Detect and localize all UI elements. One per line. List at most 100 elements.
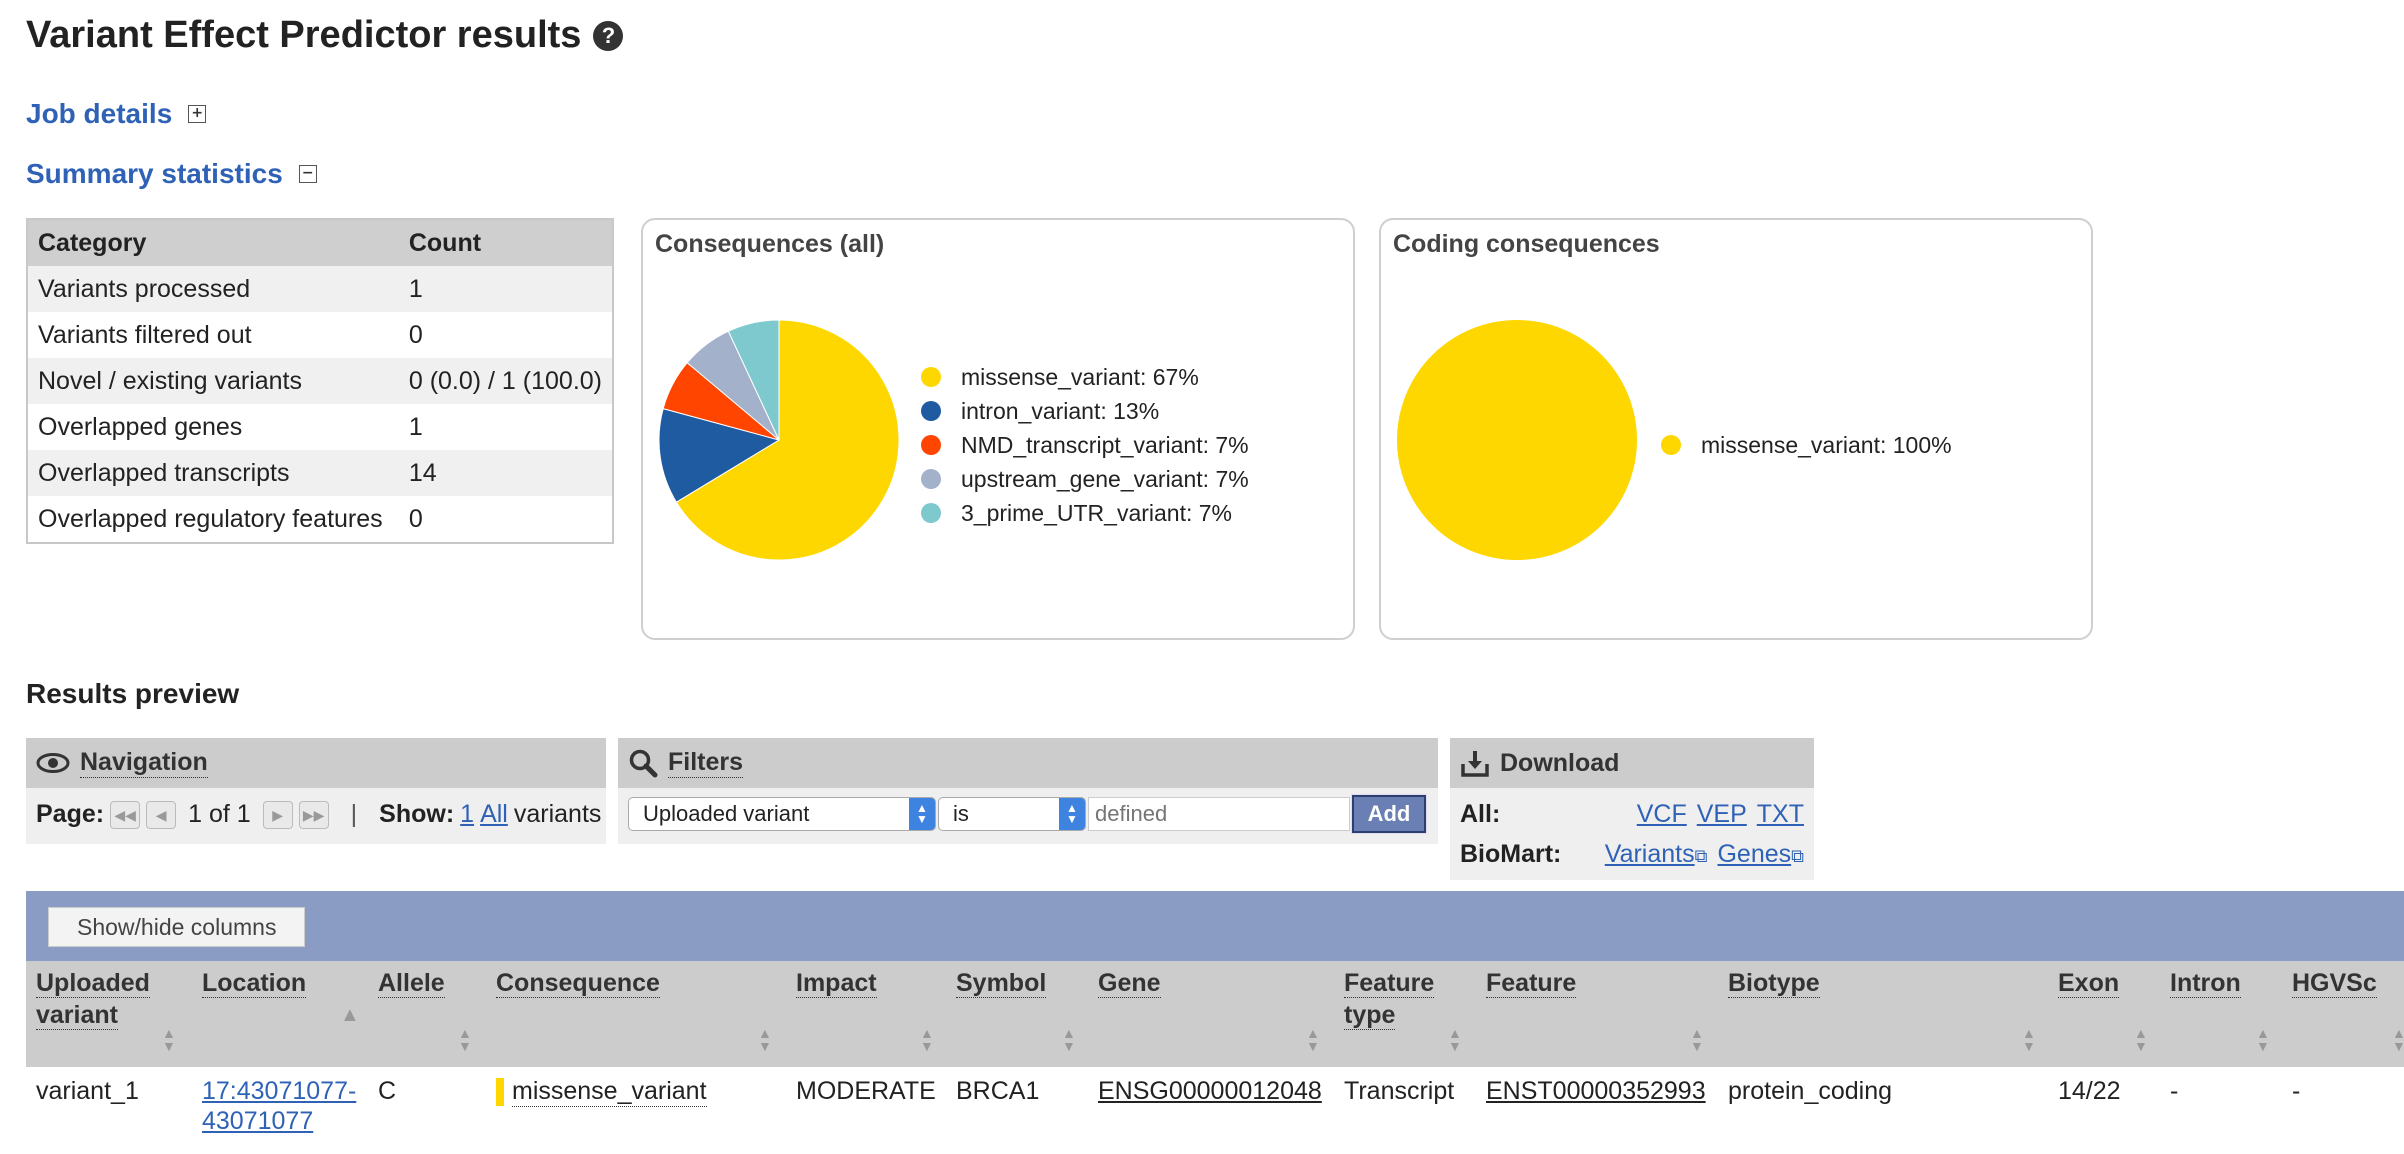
job-details-label[interactable]: Job details [26,98,173,129]
sort-icon[interactable]: ▲ ▼ [2256,1025,2270,1054]
table-row: Variants processed 1 [27,266,613,312]
summary-statistics-toggle[interactable]: Summary statistics − [26,158,317,190]
pie-slice-3-prime-utr-variant[interactable] [727,319,780,441]
col-allele[interactable]: Allele [378,969,445,998]
filter-value-input[interactable] [1088,797,1350,831]
cell-location-link[interactable]: 17:43071077- 43071077 [202,1077,357,1135]
cell-gene-link[interactable]: ENSG00000012048 [1098,1077,1322,1105]
prev-page-icon[interactable]: ◀ [146,800,177,829]
sort-icon[interactable]: ▲ ▼ [920,1025,934,1054]
sort-icon[interactable]: ▲ ▼ [162,1025,176,1054]
coding-consequences-panel: Coding consequences missense_variant: 10… [1379,218,2093,640]
col-exon[interactable]: Exon [2058,969,2120,998]
consequences-all-panel: Consequences (all) missense_variant: 67%… [641,218,1355,640]
navigation-title[interactable]: Navigation [80,748,208,778]
biomart-variants-link[interactable]: Variants⧉ [1604,840,1708,868]
count-cell: 14 [398,450,613,496]
col-impact[interactable]: Impact [796,969,877,998]
download-formats: VCF VEP TXT [1637,800,1804,829]
sort-icon[interactable]: ▲ ▼ [1448,1025,1462,1054]
vep-link[interactable]: VEP [1696,800,1747,828]
chart-title: Consequences (all) [655,230,885,258]
cell-feature-link[interactable]: ENST00000352993 [1486,1077,1706,1105]
results-preview-title: Results preview [26,678,240,709]
sort-icon[interactable]: ▲ ▼ [1306,1025,1320,1054]
col-symbol[interactable]: Symbol [956,969,1047,998]
show-all-link[interactable]: All [480,800,508,828]
legend-label: 3_prime_UTR_variant: 7% [961,499,1233,526]
legend-item: upstream_gene_variant: 7% [921,462,1249,496]
chart-legend: missense_variant: 67% intron_variant: 13… [921,360,1249,530]
col-gene[interactable]: Gene [1098,969,1161,998]
count-cell: 1 [398,266,613,312]
sort-icon[interactable]: ▲ ▼ [1062,1025,1076,1054]
sort-icon[interactable]: ▲ ▼ [2022,1025,2036,1054]
legend-dot-icon [921,435,941,455]
show-one-link[interactable]: 1 [460,800,475,828]
sort-icon[interactable]: ▲ ▼ [758,1025,772,1054]
sort-icon[interactable]: ▲ ▼ [458,1025,472,1054]
legend-label: upstream_gene_variant: 7% [961,465,1249,492]
filters-title[interactable]: Filters [668,748,744,778]
col-consequence[interactable]: Consequence [496,969,660,998]
legend-dot-icon [921,401,941,421]
select-arrows-icon: ▲ ▼ [909,798,935,830]
consequences-pie-chart [658,319,900,561]
count-header: Count [398,219,613,266]
col-uploaded-variant[interactable]: Uploaded variant [36,969,150,1030]
cell-feature-type: Transcript [1344,1077,1455,1105]
job-details-toggle[interactable]: Job details + [26,98,207,130]
pie-slice-missense-variant[interactable] [1397,320,1637,560]
add-filter-button[interactable]: Add [1351,794,1427,834]
table-row: Overlapped regulatory features 0 [27,496,613,543]
filters-panel: Filters Uploaded variant ▲▼ is ▲▼ Add [618,738,1438,844]
legend-item: NMD_transcript_variant: 7% [921,428,1249,462]
col-intron[interactable]: Intron [2170,969,2241,998]
col-hgvsc[interactable]: HGVSc [2292,969,2377,998]
sort-icon[interactable]: ▲ ▼ [1690,1025,1704,1054]
page-label: Page: [36,800,105,828]
show-hide-columns-button[interactable]: Show/hide columns [48,907,306,947]
count-cell: 0 (0.0) / 1 (100.0) [398,358,613,404]
sort-icon[interactable]: ▲ ▼ [2134,1025,2148,1054]
vcf-link[interactable]: VCF [1636,800,1687,828]
legend-item: intron_variant: 13% [921,394,1249,428]
sort-asc-icon[interactable]: ▲ [340,1004,360,1026]
grid-toolbar: Show/hide columns [26,891,2404,961]
col-feature[interactable]: Feature [1486,969,1577,998]
category-cell: Variants processed [27,266,399,312]
legend-dot-icon [1661,435,1681,455]
page-value: 1 of 1 [188,800,251,828]
help-icon[interactable]: ? [593,20,624,51]
select-arrows-icon: ▲ ▼ [1059,798,1085,830]
category-cell: Novel / existing variants [27,358,399,404]
expand-icon[interactable]: + [188,105,207,123]
col-location[interactable]: Location [202,969,307,998]
biomart-links: Variants⧉ Genes⧉ [1605,840,1804,869]
external-link-icon: ⧉ [1694,846,1708,866]
filter-operator-select[interactable]: is ▲ ▼ [938,797,1086,831]
legend-dot-icon [921,503,941,523]
txt-link[interactable]: TXT [1756,800,1804,828]
first-page-icon[interactable]: ◀◀ [110,800,141,829]
pie-slice-missense-variant[interactable] [675,319,900,561]
table-row: Novel / existing variants 0 (0.0) / 1 (10… [27,358,613,404]
filter-field-select[interactable]: Uploaded variant ▲ ▼ [628,797,936,831]
next-page-icon[interactable]: ▶ [262,800,293,829]
show-label: Show: [379,800,455,828]
table-row: Variants filtered out 0 [27,312,613,358]
category-cell: Overlapped transcripts [27,450,399,496]
show-suffix: variants [513,800,602,828]
collapse-icon[interactable]: − [298,165,317,183]
summary-statistics-label[interactable]: Summary statistics [26,158,283,189]
biomart-genes-link[interactable]: Genes⧉ [1717,840,1804,868]
download-all-label: All: [1460,800,1501,828]
category-cell: Overlapped genes [38,412,243,441]
category-cell: Overlapped regulatory features [38,504,383,533]
last-page-icon[interactable]: ▶▶ [298,800,329,829]
col-biotype[interactable]: Biotype [1728,969,1820,998]
col-feature-type[interactable]: Feature type [1344,969,1435,1030]
sort-icon[interactable]: ▲ ▼ [2392,1025,2404,1054]
download-header: Download [1450,738,1814,788]
biomart-label: BioMart: [1460,840,1562,868]
